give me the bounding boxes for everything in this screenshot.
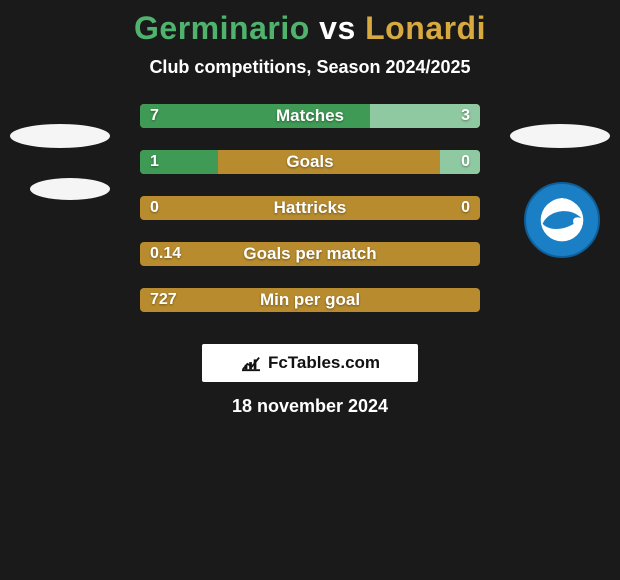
title-player-right: Lonardi (365, 10, 486, 46)
dolphin-icon (531, 189, 593, 251)
comparison-card: Germinario vs Lonardi Club competitions,… (0, 0, 620, 580)
subtitle: Club competitions, Season 2024/2025 (0, 57, 620, 78)
stat-value-left: 0 (150, 196, 159, 220)
stat-value-left: 1 (150, 150, 159, 174)
title-player-left: Germinario (134, 10, 310, 46)
stat-value-right: 0 (461, 196, 470, 220)
stat-bar: Min per goal727 (140, 288, 480, 312)
stat-value-left: 727 (150, 288, 177, 312)
avatar-ellipse-icon (10, 124, 110, 148)
avatar-right (510, 124, 610, 148)
stat-value-right: 3 (461, 104, 470, 128)
stat-row: Min per goal727 (0, 288, 620, 334)
page-title: Germinario vs Lonardi (0, 10, 620, 47)
stat-bar: Goals1 0 (140, 150, 480, 174)
avatar-left-2 (30, 178, 110, 200)
stat-label: Goals (140, 150, 480, 174)
stat-label: Goals per match (140, 242, 480, 266)
stat-bar: Matches7 3 (140, 104, 480, 128)
stat-label: Min per goal (140, 288, 480, 312)
title-vs: vs (319, 10, 356, 46)
club-badge-right (524, 182, 600, 258)
stat-bar: Goals per match0.14 (140, 242, 480, 266)
avatar-ellipse-icon (30, 178, 110, 200)
stat-label: Matches (140, 104, 480, 128)
stat-row: Goals per match0.14 (0, 242, 620, 288)
bar-chart-icon (240, 354, 262, 372)
date: 18 november 2024 (0, 396, 620, 417)
source-logo-text: FcTables.com (268, 353, 380, 373)
avatar-left (10, 124, 110, 148)
stat-value-left: 0.14 (150, 242, 181, 266)
stat-label: Hattricks (140, 196, 480, 220)
source-logo[interactable]: FcTables.com (202, 344, 418, 382)
stat-value-right: 0 (461, 150, 470, 174)
avatar-ellipse-icon (510, 124, 610, 148)
stat-value-left: 7 (150, 104, 159, 128)
stat-bar: Hattricks0 0 (140, 196, 480, 220)
